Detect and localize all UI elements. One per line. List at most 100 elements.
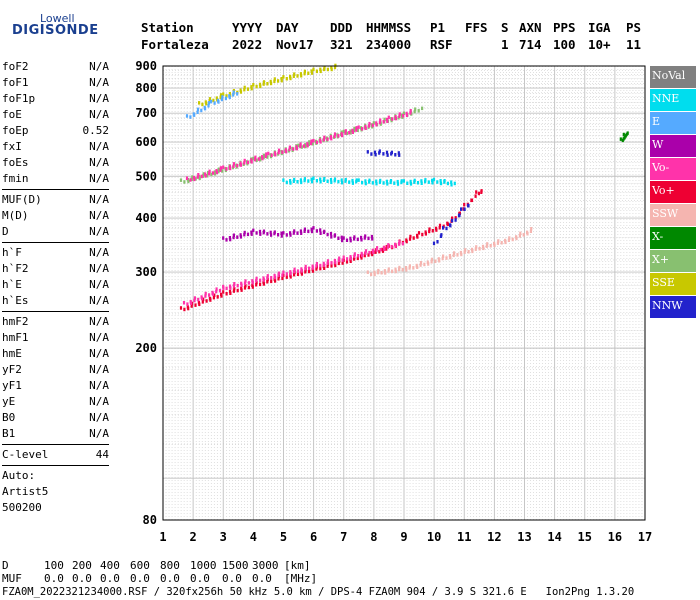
trace-point [281,276,284,281]
trace-point [453,251,456,255]
trace-point [225,286,228,291]
trace-point [344,131,347,135]
trace-point [307,142,310,146]
trace-point [368,178,371,183]
trace-point [323,135,326,140]
footer-muf-value: 0.0 [130,572,150,585]
trace-point [442,254,445,258]
trace-point [356,237,359,242]
trace [282,176,456,187]
param-row: foEp 0.52 [2,123,109,139]
trace-point [250,86,253,91]
trace-point [265,152,268,156]
x-tick-label: 14 [547,530,561,544]
footer-d-value: 800 [160,559,180,572]
trace-point [373,150,377,155]
trace-point [228,95,231,100]
trace-point [190,304,193,308]
param-row: hmE N/A [2,346,109,362]
trace-point [401,267,404,272]
param-name: hmE [2,347,22,360]
trace-point [202,174,205,178]
footer-muf-value: 0.0 [190,572,210,585]
param-name: MUF(D) [2,193,42,206]
trace-point [373,270,376,275]
header-value: 1 [501,37,509,52]
trace-point [236,283,239,288]
trace [619,131,629,143]
trace-point [255,84,258,89]
trace-point [215,289,218,294]
footer-muf-value: 0.0 [160,572,180,585]
trace-point [333,65,337,70]
trace-point [341,261,344,265]
trace [185,109,412,182]
trace-point [385,247,388,251]
trace-point [303,69,306,74]
trace-point [439,179,442,183]
trace-point [374,250,377,254]
header-label: AXN [519,20,542,35]
trace-point [289,76,292,81]
trace-point [368,121,371,126]
trace-point [342,255,345,259]
trace-point [421,232,424,237]
header-value: 100 [553,37,576,52]
x-tick-label: 11 [457,530,471,544]
trace-point [196,175,199,179]
param-name: yE [2,395,16,408]
trace-point [481,244,485,249]
trace-point [363,236,366,240]
trace-point [300,267,303,271]
trace-point [402,179,405,183]
trace-point [353,128,356,133]
trace-point [413,109,416,114]
trace-point [193,113,196,117]
trace-point [337,134,340,138]
trace-point [250,230,253,234]
trace-point [310,71,314,75]
trace-point [215,170,219,175]
param-row: foF2 N/A [2,59,109,75]
footer-d-value: 3000 [252,559,279,572]
trace-point [262,153,266,158]
footer-muf-value: 0.0 [72,572,92,585]
trace-point [437,257,440,261]
trace-point [213,293,216,297]
trace-point [515,236,518,241]
trace-point [270,279,273,284]
trace-point [357,178,360,182]
trace-point [204,174,207,178]
trace-point [209,298,212,302]
x-tick-label: 12 [487,530,501,544]
param-name: fxI [2,140,22,153]
trace-point [218,288,222,293]
trace-point [319,140,322,144]
trace-point [397,151,400,155]
trace-point [293,267,296,272]
footer-d-value: 1000 [190,559,217,572]
param-row: yF2 N/A [2,362,109,378]
trace-point [222,165,225,169]
param-value: N/A [89,108,109,121]
trace-point [201,300,204,304]
trace-point [390,244,393,249]
trace-point [530,227,533,231]
y-tick-label: 200 [135,341,157,355]
trace-point [364,251,367,255]
param-value: N/A [89,363,109,376]
trace-point [255,278,258,283]
trace-point [289,233,292,237]
param-value: N/A [89,294,109,307]
trace-point [228,284,232,288]
param-value: N/A [89,76,109,89]
trace-point [330,264,333,268]
param-name: fmin [2,172,29,185]
trace-point [240,288,243,292]
grid [162,65,646,520]
trace-point [480,190,483,194]
auto-line: 500200 [2,501,42,514]
trace-point [296,269,300,273]
param-row: foEs N/A [2,155,109,171]
trace-point [364,234,367,238]
